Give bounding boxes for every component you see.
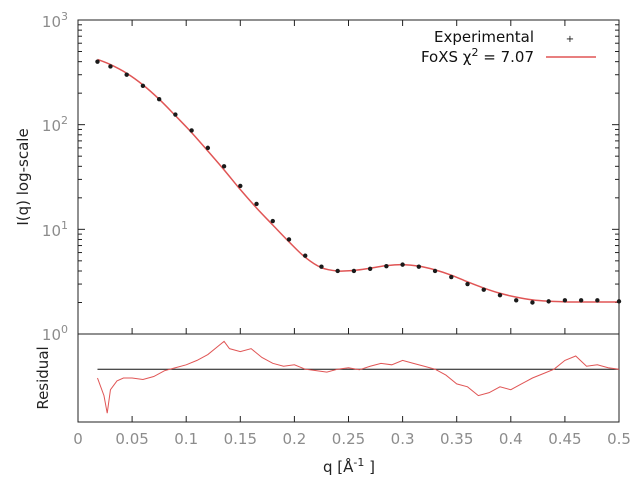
residual-line (97, 340, 620, 414)
y-tick-label-1: 100 (42, 323, 68, 344)
experimental-point (384, 263, 389, 269)
experimental-point (514, 298, 519, 303)
x-tick-label: 0.35 (440, 430, 473, 448)
experimental-point (124, 72, 129, 77)
experimental-point (530, 300, 535, 305)
experimental-point (400, 262, 405, 267)
y-tick-marks (78, 24, 619, 335)
residual-plot-frame (77, 333, 620, 423)
x-tick-label: 0.5 (607, 430, 631, 448)
x-tick-label: 0.3 (391, 430, 415, 448)
x-tick-label: 0.05 (115, 430, 148, 448)
main-plot-frame (77, 19, 620, 335)
residual-axis-title: Residual (34, 346, 52, 409)
experimental-point (595, 298, 600, 303)
legend: Experimental + FoXS χ2 = 7.07 (421, 28, 596, 66)
experimental-point (319, 264, 324, 269)
experimental-point (156, 97, 162, 102)
experimental-point (416, 264, 422, 269)
experimental-point (335, 268, 340, 274)
experimental-point (432, 268, 438, 274)
experimental-point (449, 274, 454, 280)
experimental-point (173, 112, 178, 117)
x-tick-label: 0 (73, 430, 83, 448)
experimental-point (497, 292, 503, 298)
y-tick-label-10: 101 (42, 219, 68, 240)
experimental-point (578, 298, 584, 303)
x-tick-labels: 0 0.05 0.1 0.15 0.2 0.25 0.3 0.35 0.4 0.45 0.5 (73, 430, 631, 448)
y-axis-title: I(q) log-scale (14, 128, 32, 225)
experimental-point (616, 299, 622, 304)
x-tick-label: 0.4 (499, 430, 523, 448)
x-axis-title: q [Å-1 ] (323, 456, 375, 476)
experimental-point (270, 218, 275, 224)
experimental-point (140, 83, 146, 89)
experimental-point (221, 164, 227, 169)
experimental-point (562, 298, 568, 303)
x-tick-label: 0.2 (282, 430, 306, 448)
experimental-point (481, 287, 486, 292)
experimental-point (465, 281, 470, 287)
legend-swatch-experimental: + (566, 34, 574, 45)
x-tick-marks (77, 20, 620, 422)
experimental-point (189, 128, 194, 133)
y-tick-labels: 103 102 101 100 (42, 10, 68, 344)
x-tick-label: 0.1 (174, 430, 198, 448)
experimental-point (367, 266, 373, 271)
y-tick-label-1000: 103 (42, 10, 68, 31)
x-tick-label: 0.45 (548, 430, 581, 448)
experimental-point (286, 237, 292, 242)
legend-label-foxs: FoXS χ2 = 7.07 (421, 46, 534, 66)
x-tick-label: 0.25 (332, 430, 365, 448)
experimental-point (205, 145, 211, 151)
legend-label-experimental: Experimental (434, 28, 534, 46)
series-experimental-points (95, 59, 622, 305)
series-foxs-line (97, 58, 619, 303)
experimental-point (254, 201, 259, 207)
experimental-point (546, 299, 551, 304)
experimental-point (303, 253, 308, 258)
experimental-point (95, 59, 100, 64)
experimental-point (238, 183, 243, 189)
experimental-point (351, 268, 357, 274)
x-tick-label: 0.15 (224, 430, 257, 448)
experimental-point (108, 64, 113, 69)
y-tick-label-100: 102 (42, 114, 68, 135)
